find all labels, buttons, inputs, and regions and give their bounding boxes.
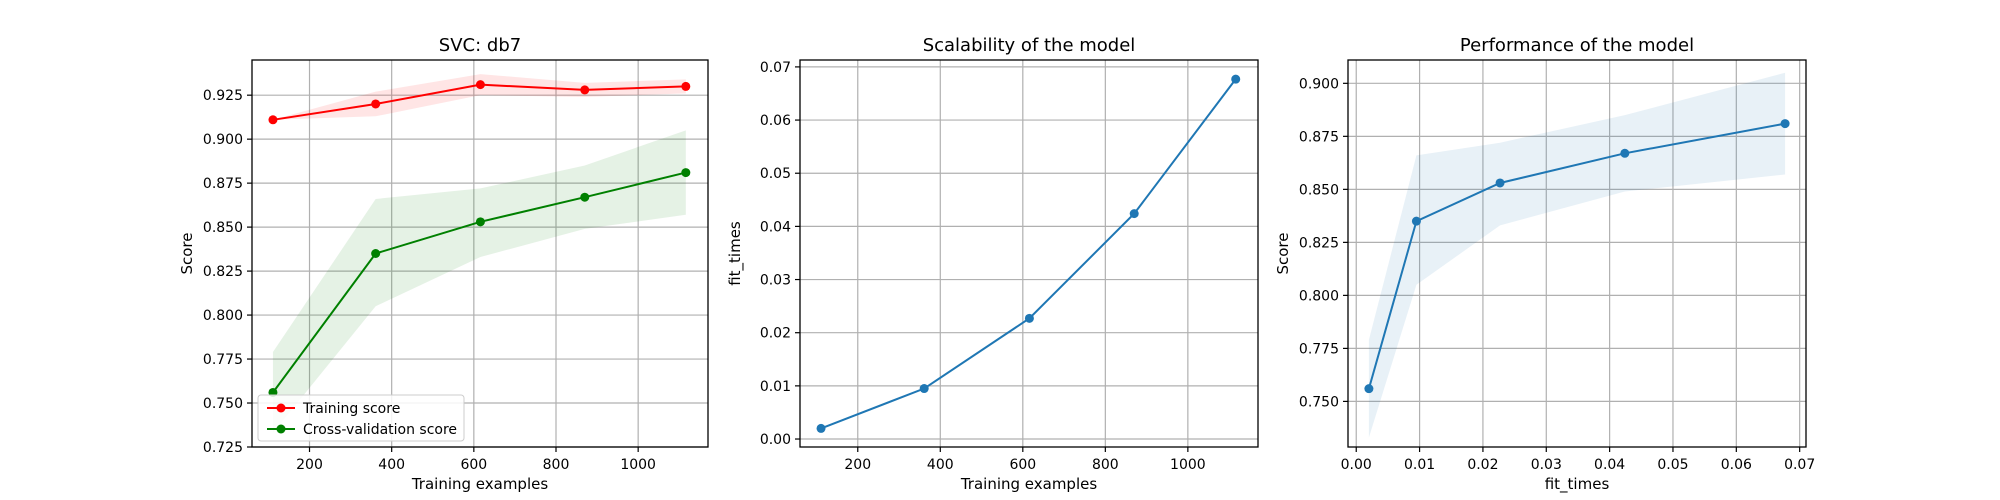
y-tick-label: 0.825 bbox=[1299, 235, 1339, 251]
y-tick-label: 0.850 bbox=[203, 220, 243, 236]
data-point bbox=[1231, 74, 1241, 84]
data-point bbox=[1024, 313, 1034, 323]
y-tick-label: 0.775 bbox=[1299, 341, 1339, 357]
y-tick-label: 0.850 bbox=[1299, 182, 1339, 198]
data-point bbox=[475, 80, 485, 90]
y-tick-label: 0.900 bbox=[1299, 76, 1339, 92]
x-tick-label: 800 bbox=[543, 457, 570, 473]
x-tick-label: 1000 bbox=[620, 457, 656, 473]
x-axis-label: Training examples bbox=[960, 475, 1098, 493]
y-axis-label: fit_times bbox=[726, 221, 745, 286]
x-axis-label: Training examples bbox=[411, 475, 549, 493]
data-point bbox=[475, 217, 485, 227]
data-point bbox=[1364, 384, 1374, 394]
y-tick-label: 0.875 bbox=[203, 176, 243, 192]
y-tick-label: 0.00 bbox=[760, 432, 791, 448]
y-tick-label: 0.750 bbox=[203, 396, 243, 412]
x-tick-label: 0.00 bbox=[1341, 457, 1372, 473]
data-point bbox=[371, 249, 381, 258]
chart-panel-3: 0.00 0.01 0.02 0.03 0.04 0.05 0.06 0.07 0.750 0.7… bbox=[1274, 35, 1815, 494]
data-point bbox=[580, 85, 590, 95]
data-point bbox=[371, 99, 381, 109]
data-point bbox=[1411, 216, 1421, 226]
y-tick-label: 0.07 bbox=[760, 60, 791, 76]
x-tick-label: 0.02 bbox=[1467, 457, 1498, 473]
legend-label-1: Training score bbox=[302, 401, 400, 417]
x-tick-label: 0.05 bbox=[1657, 457, 1688, 473]
y-tick-label: 0.02 bbox=[760, 326, 791, 342]
x-tick-label: 400 bbox=[378, 457, 405, 473]
x-tick-label: 0.04 bbox=[1594, 457, 1625, 473]
axes-frame bbox=[1347, 59, 1807, 448]
y-axis-label: Score bbox=[178, 232, 196, 274]
x-tick-label: 0.03 bbox=[1531, 457, 1562, 473]
chart-title: Scalability of the model bbox=[923, 35, 1136, 56]
data-point bbox=[919, 384, 929, 394]
data-point bbox=[1495, 178, 1505, 188]
data-point bbox=[681, 81, 691, 91]
legend: Training score Cross-validation score bbox=[257, 394, 465, 442]
y-axis-label: Score bbox=[1274, 232, 1292, 274]
confidence-band-1 bbox=[1368, 72, 1786, 438]
y-tick-label: 0.04 bbox=[760, 219, 791, 235]
x-tick-label: 1000 bbox=[1170, 457, 1206, 473]
data-point bbox=[681, 168, 691, 178]
data-point bbox=[1129, 209, 1139, 219]
legend-label-2: Cross-validation score bbox=[303, 422, 457, 438]
data-point bbox=[1620, 148, 1630, 158]
data-point bbox=[1780, 119, 1790, 129]
axes-frame bbox=[799, 59, 1259, 448]
axes-frame bbox=[251, 59, 709, 448]
data-point bbox=[816, 423, 826, 433]
y-tick-label: 0.900 bbox=[203, 132, 243, 148]
x-tick-label: 400 bbox=[927, 457, 954, 473]
x-tick-label: 0.06 bbox=[1721, 457, 1752, 473]
y-tick-label: 0.725 bbox=[203, 440, 243, 456]
y-tick-label: 0.875 bbox=[1299, 129, 1339, 145]
y-tick-label: 0.800 bbox=[1299, 288, 1339, 304]
y-tick-label: 0.03 bbox=[760, 273, 791, 289]
x-tick-label: 600 bbox=[460, 457, 487, 473]
y-tick-label: 0.01 bbox=[760, 379, 791, 395]
confidence-band-2 bbox=[272, 130, 686, 433]
y-tick-label: 0.06 bbox=[760, 113, 791, 129]
y-tick-label: 0.05 bbox=[760, 166, 791, 182]
y-tick-label: 0.750 bbox=[1299, 394, 1339, 410]
legend-marker-1 bbox=[276, 403, 286, 413]
y-tick-label: 0.925 bbox=[203, 88, 243, 104]
x-tick-label: 800 bbox=[1092, 457, 1119, 473]
legend-marker-2 bbox=[276, 424, 286, 434]
x-tick-label: 200 bbox=[296, 457, 323, 473]
chart-title: SVC: db7 bbox=[439, 35, 521, 56]
chart-panel-2: 200 400 600 800 1000 0.00 0.01 0.02 0.03 0.04 0.05… bbox=[726, 35, 1259, 493]
y-tick-label: 0.775 bbox=[203, 352, 243, 368]
x-axis-label: fit_times bbox=[1545, 475, 1610, 494]
legend-box bbox=[257, 394, 465, 442]
x-tick-label: 0.01 bbox=[1404, 457, 1435, 473]
x-tick-label: 0.07 bbox=[1784, 457, 1815, 473]
x-tick-label: 200 bbox=[844, 457, 871, 473]
chart-title: Performance of the model bbox=[1460, 35, 1694, 56]
x-tick-label: 600 bbox=[1009, 457, 1036, 473]
data-point bbox=[580, 192, 590, 202]
chart-panel-1: 200 400 600 800 1000 0.725 0.750 0.775 0.800 0.82… bbox=[178, 35, 709, 493]
y-tick-label: 0.825 bbox=[203, 264, 243, 280]
y-tick-label: 0.800 bbox=[203, 308, 243, 324]
data-point bbox=[268, 115, 278, 125]
